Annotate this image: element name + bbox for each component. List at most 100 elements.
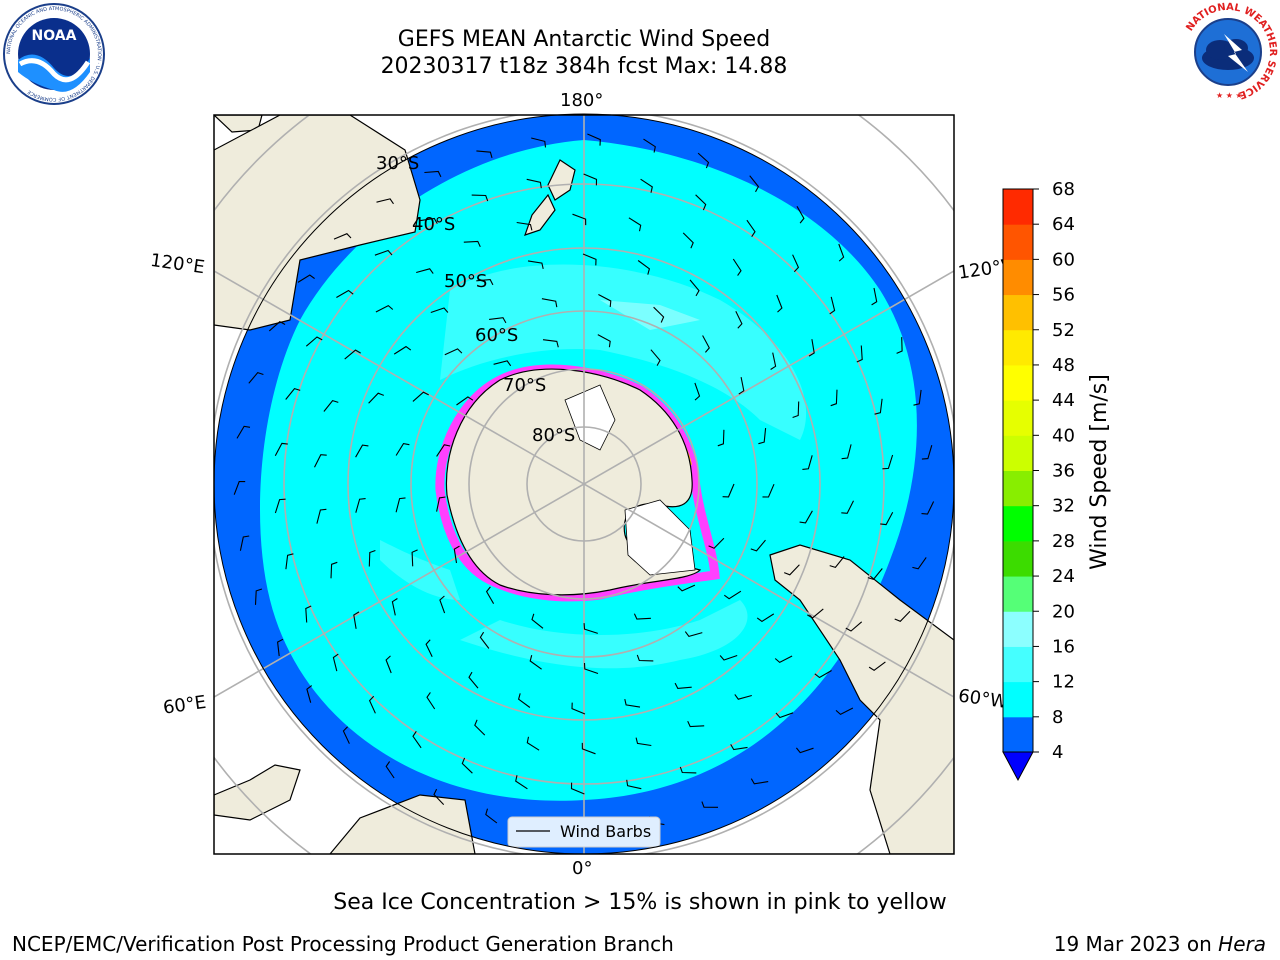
wind-barb — [637, 260, 651, 275]
sea-ice-caption: Sea Ice Concentration > 15% is shown in … — [333, 890, 947, 915]
wind-barb — [653, 306, 665, 323]
wind-barb — [921, 501, 935, 515]
wind-barb — [314, 454, 327, 468]
wind-barb — [395, 497, 406, 513]
wind-barb — [376, 198, 394, 205]
wind-barb — [829, 296, 836, 315]
colorbar-tick-label: 36 — [1052, 461, 1075, 482]
wind-barb — [531, 137, 547, 148]
lon-label-120e: 120°E — [149, 250, 206, 278]
wind-barb — [342, 726, 350, 744]
wind-barb — [867, 568, 883, 581]
graticule — [214, 115, 954, 854]
wind-barb — [868, 661, 886, 671]
wind-barb — [694, 382, 701, 401]
noaa-logo-text: NOAA — [32, 28, 77, 44]
wind-barb — [527, 260, 544, 270]
wind-barb — [802, 455, 813, 470]
latitude-labels: 30°S 40°S 50°S 60°S 70°S 80°S — [376, 153, 575, 446]
colorbar-tick-label: 20 — [1052, 601, 1075, 622]
wind-barb — [626, 779, 642, 790]
wind-barb — [436, 444, 451, 457]
lat-label-50s: 50°S — [444, 271, 487, 292]
wind-barb — [425, 639, 433, 658]
colorbar-tick-label: 56 — [1052, 285, 1075, 306]
wind-barb — [439, 595, 446, 614]
wind-barb — [598, 294, 612, 307]
wind-barb — [529, 655, 542, 670]
wind-barb — [344, 349, 361, 360]
wind-barb — [463, 240, 481, 248]
wind-barb — [746, 219, 756, 238]
wind-barb — [734, 694, 752, 700]
wind-barb — [776, 294, 783, 313]
wind-barb — [355, 444, 369, 458]
colorbar-segment — [1003, 716, 1033, 753]
wind-barb — [456, 396, 474, 406]
wind-barb — [871, 287, 878, 306]
wind-barb — [489, 317, 507, 324]
wind-barb — [838, 243, 845, 262]
wind-barb — [829, 556, 845, 569]
wind-barb — [516, 221, 533, 231]
wind-barb — [531, 613, 544, 629]
wind-barb — [640, 178, 653, 193]
wind-barb — [921, 445, 933, 460]
wind-barb — [783, 564, 800, 576]
wind-barb — [732, 258, 742, 276]
wind-barb — [750, 778, 769, 785]
wind-barb — [880, 511, 894, 526]
wind-barb — [323, 399, 339, 412]
wind-barb — [770, 352, 777, 370]
credit-text: NCEP/EMC/Verification Post Processing Pr… — [12, 932, 674, 956]
wind-barb — [687, 720, 705, 728]
colorbar-segment — [1003, 505, 1033, 542]
wind-barb — [285, 553, 294, 570]
wind-barb — [305, 336, 323, 347]
colorbar-tick-label: 32 — [1052, 496, 1075, 517]
wind-barb — [374, 249, 393, 256]
wind-barb — [412, 730, 422, 749]
colorbar-tick-label: 40 — [1052, 425, 1075, 446]
wind-barb — [391, 598, 398, 616]
wind-barb — [677, 584, 696, 592]
wind-barb — [894, 610, 911, 622]
wind-barb — [471, 194, 489, 202]
wind-barb — [274, 498, 286, 514]
wind-barb — [368, 549, 376, 567]
map-frame — [213, 114, 955, 855]
wind-barb — [717, 429, 725, 447]
wind-barb — [416, 268, 434, 274]
wind-barb — [845, 621, 863, 632]
wind-barb — [796, 206, 805, 224]
wind-barb — [795, 747, 814, 754]
wind-barb — [774, 655, 793, 664]
wind-barb — [722, 483, 735, 498]
wind-barb — [375, 304, 394, 313]
colorbar-tick-label: 12 — [1052, 672, 1075, 693]
wind-barb — [285, 387, 301, 400]
wind-barb — [650, 349, 661, 366]
wind-barb — [430, 307, 449, 314]
map-legend: Wind Barbs — [507, 816, 661, 848]
wind-barb — [799, 510, 813, 524]
wind-barb — [426, 692, 436, 710]
wind-barbs — [233, 133, 935, 834]
wind-barb — [526, 736, 540, 751]
wind-barb — [841, 444, 852, 460]
wind-barb — [572, 213, 587, 226]
wind-barb — [756, 613, 775, 623]
wind-barb — [807, 608, 824, 619]
colorbar-segment — [1003, 294, 1033, 331]
wind-barb — [476, 279, 494, 286]
lon-label-180: 180° — [560, 90, 603, 111]
wind-barb — [882, 454, 894, 470]
wind-barb — [395, 442, 410, 456]
wind-barb — [316, 508, 327, 524]
wind-barb — [393, 345, 412, 355]
lat-label-40s: 40°S — [412, 214, 455, 235]
wind-barb — [624, 698, 641, 708]
wind-barb — [808, 339, 815, 357]
wind-barb — [332, 653, 339, 672]
wind-barb — [830, 389, 838, 407]
